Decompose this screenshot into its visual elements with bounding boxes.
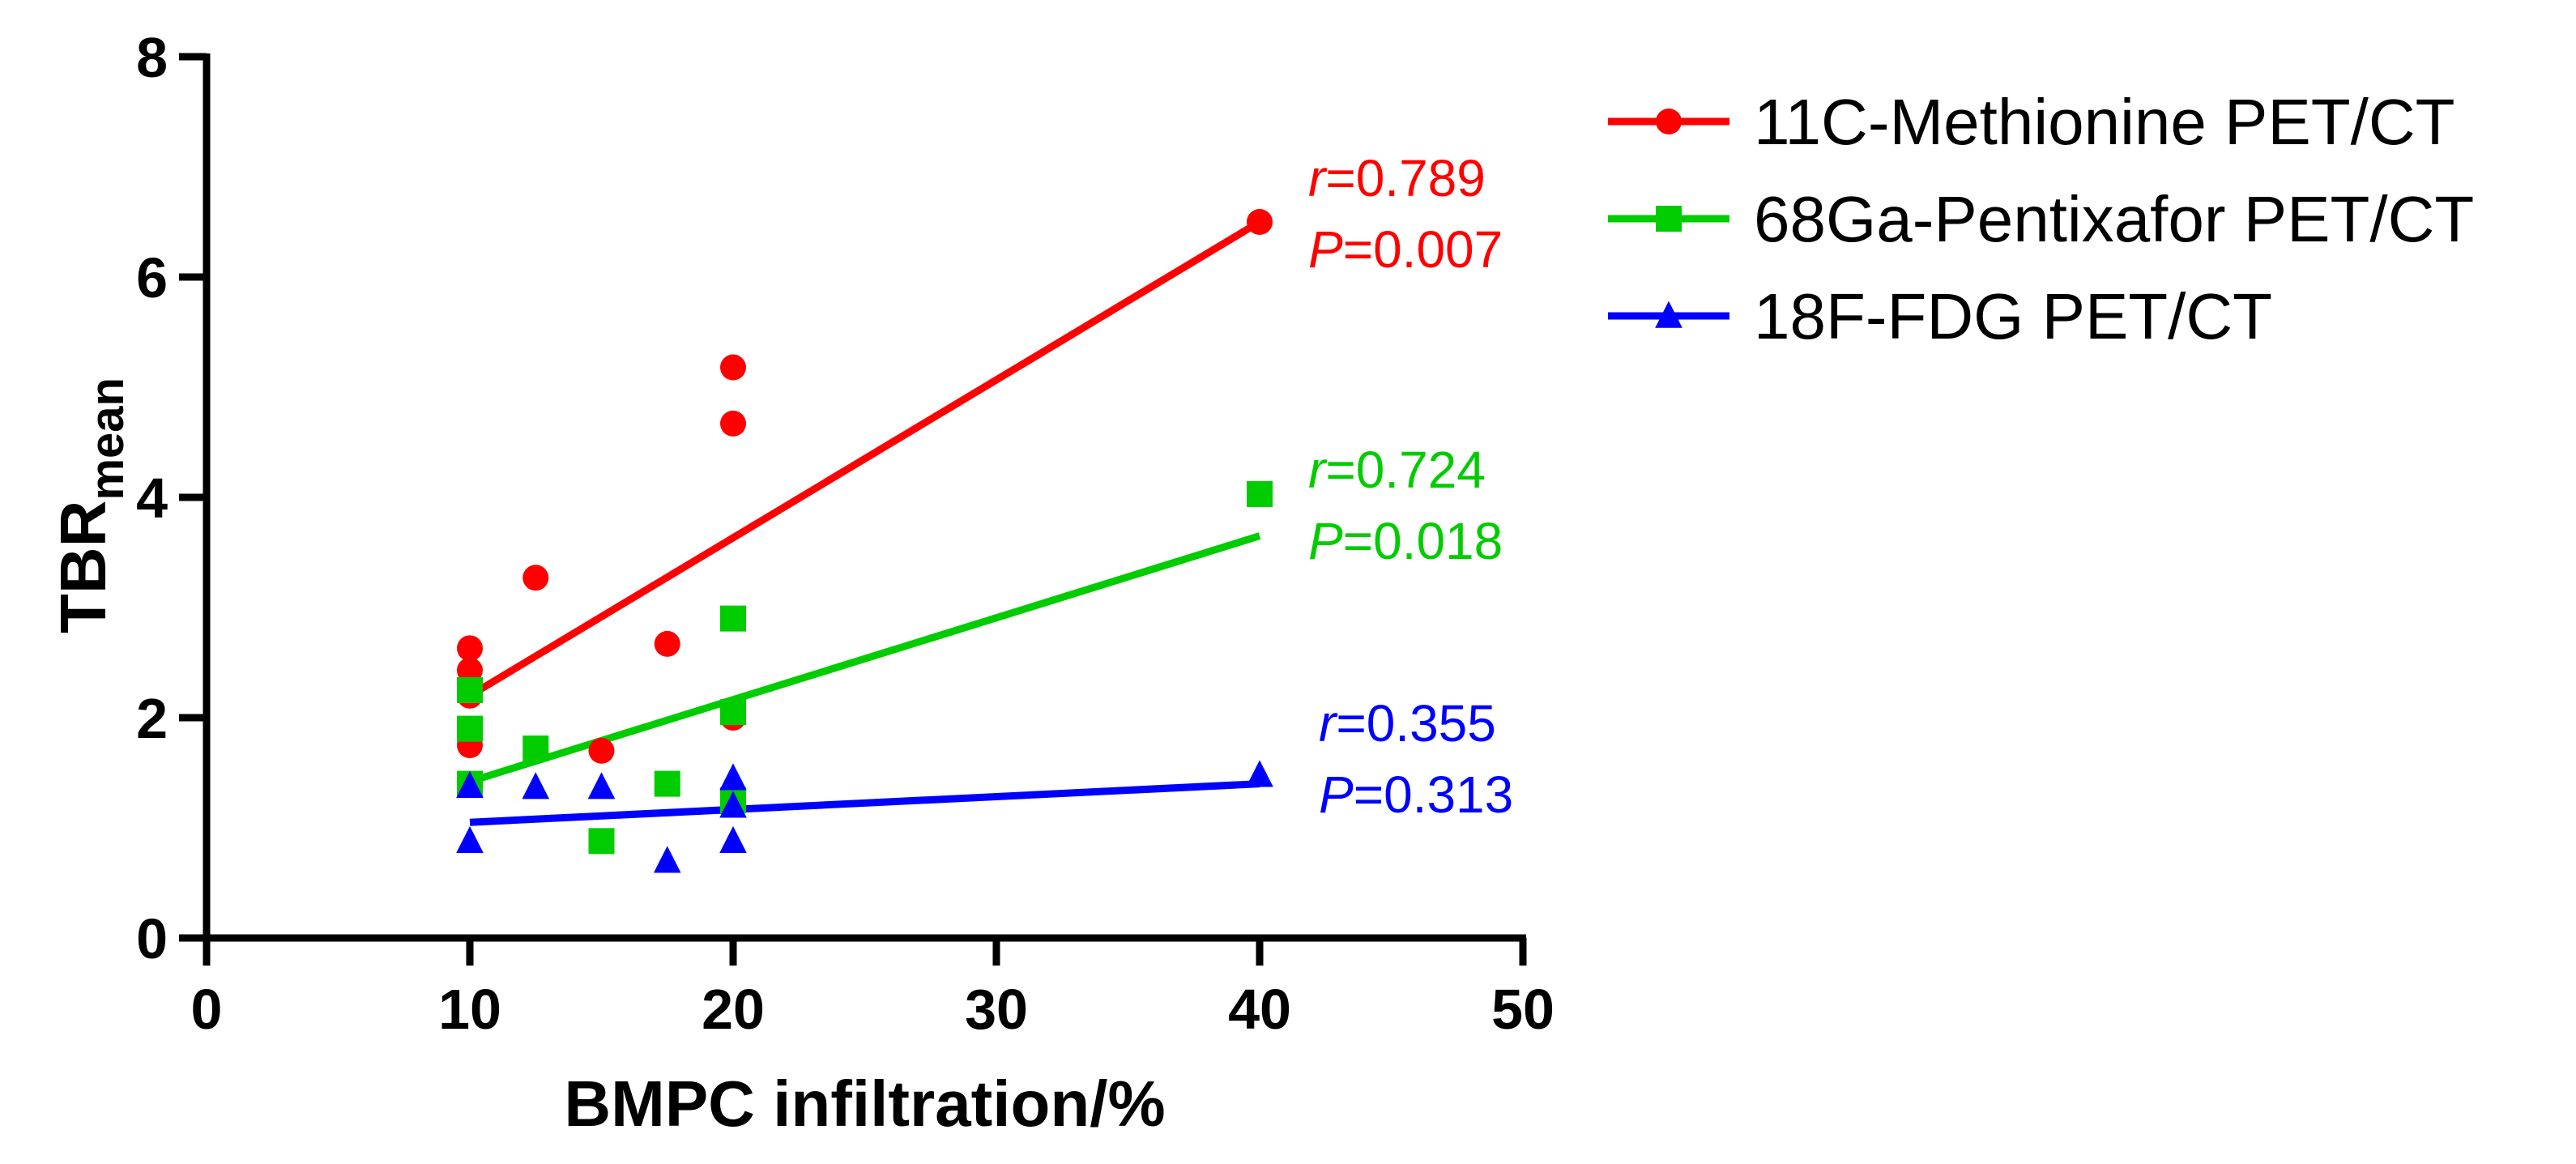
y-tick-label: 4 xyxy=(136,467,168,530)
p-symbol: P xyxy=(1319,765,1354,824)
x-tick-label: 20 xyxy=(702,978,765,1041)
legend-marker xyxy=(1655,301,1683,328)
data-point xyxy=(522,735,549,762)
p-value: =0.018 xyxy=(1343,512,1503,570)
p-value: =0.313 xyxy=(1354,765,1514,824)
fit-lines xyxy=(467,219,1262,826)
data-point xyxy=(588,737,615,764)
y-tick-label: 0 xyxy=(136,907,168,970)
data-point xyxy=(654,770,680,797)
r-symbol: r xyxy=(1308,149,1328,207)
r-value-label: r=0.724 xyxy=(1308,441,1486,499)
p-value-label: P=0.018 xyxy=(1308,512,1503,570)
legend: 11C-Methionine PET/CT 68Ga-Pentixafor PET… xyxy=(1608,86,2474,352)
fit-line xyxy=(468,532,1261,786)
p-symbol: P xyxy=(1308,220,1343,279)
p-value-label: P=0.007 xyxy=(1308,220,1503,279)
data-point xyxy=(653,846,681,873)
legend-marker xyxy=(1656,206,1682,232)
r-symbol: r xyxy=(1319,694,1338,753)
data-point xyxy=(720,699,746,726)
correlation-annotations: r=0.789P=0.007r=0.724P=0.018r=0.355P=0.3… xyxy=(1308,149,1513,824)
r-symbol: r xyxy=(1308,441,1328,499)
r-value-label: r=0.789 xyxy=(1308,149,1486,207)
y-axis-ticks: 0 2 4 6 8 xyxy=(136,26,207,970)
data-markers xyxy=(456,209,1273,873)
data-point xyxy=(457,657,483,684)
data-point xyxy=(719,791,747,818)
data-point xyxy=(719,763,747,791)
data-point xyxy=(1247,480,1273,507)
r-value: =0.724 xyxy=(1325,441,1486,499)
data-point xyxy=(457,677,483,703)
data-point xyxy=(654,630,680,657)
legend-label: 18F-FDG PET/CT xyxy=(1754,280,2272,352)
data-point xyxy=(1246,760,1273,787)
y-tick-label: 2 xyxy=(136,687,168,750)
data-point xyxy=(456,825,484,854)
r-value: =0.355 xyxy=(1336,694,1496,753)
fit-line xyxy=(469,780,1260,826)
legend-marker xyxy=(1656,109,1682,134)
fit-line xyxy=(467,219,1262,699)
p-value-label: P=0.313 xyxy=(1319,765,1513,824)
data-point xyxy=(720,410,746,437)
r-value: =0.789 xyxy=(1325,149,1486,207)
x-tick-label: 10 xyxy=(438,978,501,1041)
data-point xyxy=(719,825,747,854)
y-tick-label: 8 xyxy=(136,26,168,89)
r-value-label: r=0.355 xyxy=(1319,694,1496,753)
p-symbol: P xyxy=(1308,512,1343,570)
y-axis-title-subscript: mean xyxy=(81,377,134,501)
data-point xyxy=(1247,209,1273,235)
data-point xyxy=(588,828,615,855)
x-tick-label: 40 xyxy=(1228,978,1291,1041)
data-point xyxy=(720,354,746,381)
data-point xyxy=(457,635,483,662)
data-point xyxy=(522,772,550,799)
x-tick-label: 50 xyxy=(1491,978,1555,1041)
data-point xyxy=(720,605,746,632)
y-tick-label: 6 xyxy=(136,246,168,309)
y-axis-title: TBRmean xyxy=(47,377,134,633)
legend-label: 11C-Methionine PET/CT xyxy=(1754,86,2455,158)
data-point xyxy=(587,772,616,799)
x-axis-title: BMPC infiltration/% xyxy=(564,1068,1165,1140)
data-point xyxy=(522,565,549,591)
y-axis-title-main: TBR xyxy=(47,501,119,633)
data-point xyxy=(456,770,484,799)
x-tick-label: 30 xyxy=(965,978,1028,1041)
p-value: =0.007 xyxy=(1343,220,1503,279)
data-point xyxy=(457,715,483,742)
legend-label: 68Ga-Pentixafor PET/CT xyxy=(1754,183,2474,255)
x-axis-ticks: 0 10 20 30 40 50 xyxy=(191,938,1555,1041)
x-tick-label: 0 xyxy=(191,978,223,1041)
